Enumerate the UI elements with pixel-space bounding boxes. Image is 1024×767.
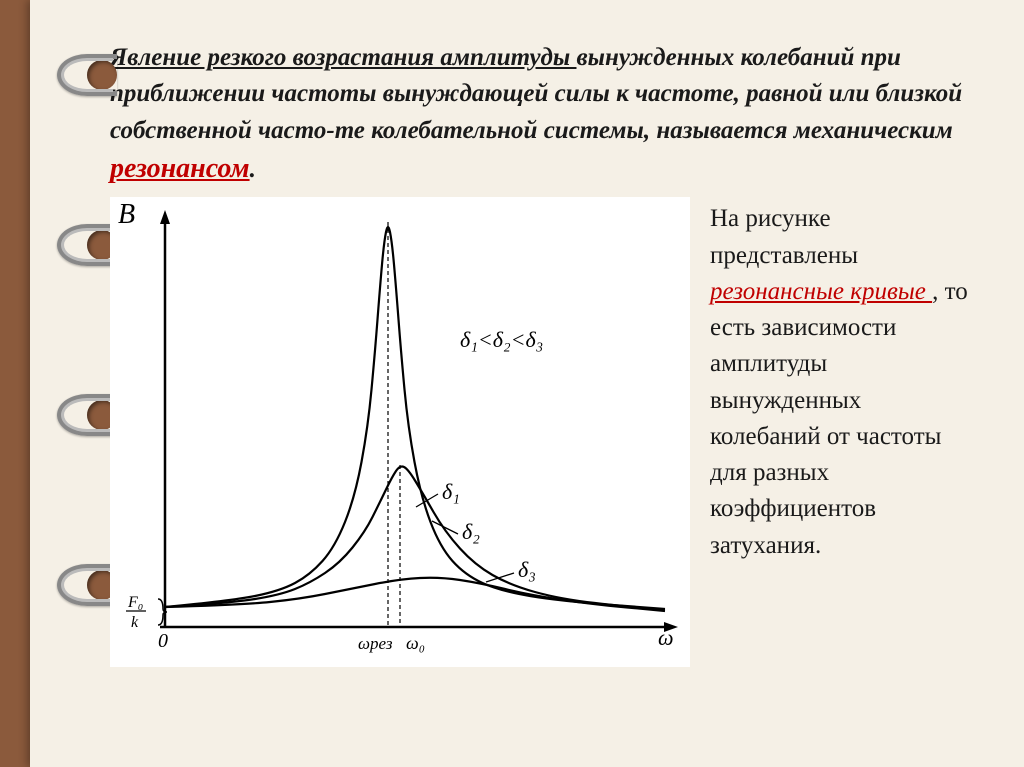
side-text: На рисунке представлены резонансные крив… <box>710 197 974 667</box>
resonance-chart: B δ₁<δ₂<δ₃ δ₁δ₂ δ₃ F₀k 0 ωрез ω₀ ω <box>110 197 690 667</box>
svg-text:δ₂: δ₂ <box>462 519 480 544</box>
definition-paragraph: Явление резкого возрастания амплитуды вы… <box>110 40 974 189</box>
definition-underlined: Явление резкого возрастания амплитуды <box>110 44 577 71</box>
y-axis-label: B <box>118 199 135 231</box>
chart-svg: δ₁<δ₂<δ₃ δ₁δ₂ δ₃ F₀k 0 ωрез ω₀ ω <box>110 197 690 667</box>
svg-text:F₀k: F₀k <box>127 594 143 631</box>
side-red-term: резонансные кривые <box>710 278 932 305</box>
definition-period: . <box>250 156 256 183</box>
content-row: B δ₁<δ₂<δ₃ δ₁δ₂ δ₃ F₀k 0 ωрез ω₀ ω На рисунке п… <box>110 197 974 667</box>
svg-text:ωрез: ωрез <box>358 634 393 653</box>
side-rest: , то есть зависимости амплитуды вынужден… <box>710 278 968 559</box>
page: Явление резкого возрастания амплитуды вы… <box>30 0 1024 767</box>
svg-text:0: 0 <box>158 630 168 652</box>
svg-text:δ₁: δ₁ <box>442 479 460 504</box>
side-line1: На рисунке представлены <box>710 205 858 268</box>
svg-text:δ₁<δ₂<δ₃: δ₁<δ₂<δ₃ <box>460 327 543 352</box>
definition-keyword: резонансом <box>110 153 250 184</box>
svg-text:δ₃: δ₃ <box>518 557 536 582</box>
svg-text:ω₀: ω₀ <box>406 633 425 653</box>
svg-text:ω: ω <box>658 625 674 650</box>
